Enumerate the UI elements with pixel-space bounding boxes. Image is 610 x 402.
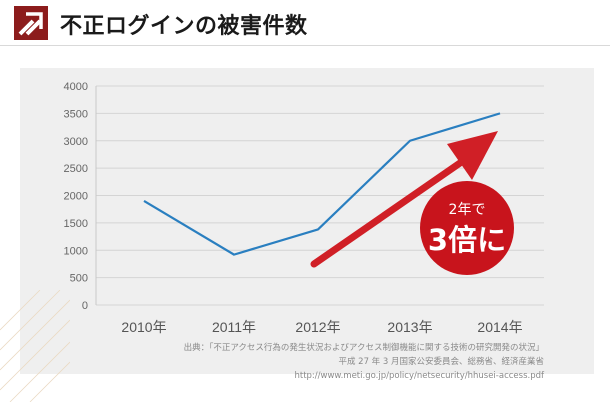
trend-arrow-shaft: [310, 159, 464, 268]
header: 不正ログインの被害件数: [0, 0, 610, 46]
y-axis-ticks: 0 500 1000 1500 2000 2500 3000 3500 4000: [64, 81, 88, 312]
x-axis-ticks: 2010年 2011年 2012年 2013年 2014年: [121, 319, 522, 335]
source-line-1: 出典：「不正アクセス行為の発生状況およびアクセス制御機能に関する技術の研究開発の…: [183, 343, 544, 353]
y-tick-label: 4000: [64, 81, 88, 93]
y-tick-label: 3000: [64, 136, 88, 148]
source-citation: 出典：「不正アクセス行為の発生状況およびアクセス制御機能に関する技術の研究開発の…: [184, 341, 544, 383]
decorative-lines: [0, 290, 70, 402]
x-tick-label: 2014年: [477, 319, 522, 335]
trend-arrow: [310, 131, 498, 268]
badge-text-line1: 2年で: [449, 202, 486, 218]
double-chevron-icon: [14, 6, 48, 40]
x-tick-label: 2011年: [212, 319, 256, 335]
y-tick-label: 1500: [64, 218, 88, 230]
y-tick-label: 0: [82, 300, 88, 312]
chart-series: [143, 112, 501, 256]
y-tick-label: 1000: [64, 245, 88, 257]
source-line-2: 平成 27 年 3 月国家公安委員会、総務省、経済産業省: [338, 357, 544, 367]
x-tick-label: 2010年: [121, 319, 166, 335]
y-tick-label: 2000: [64, 191, 88, 203]
header-divider: [0, 45, 610, 46]
badge-circle: [420, 181, 514, 275]
trend-arrow-head: [447, 131, 498, 180]
y-tick-label: 500: [70, 273, 88, 285]
y-tick-label: 2500: [64, 163, 88, 175]
x-tick-label: 2013年: [387, 319, 432, 335]
x-tick-label: 2012年: [295, 319, 340, 335]
chart-panel: 0 500 1000 1500 2000 2500 3000 3500 4000 2010年 20…: [20, 68, 594, 374]
page-title: 不正ログインの被害件数: [60, 14, 308, 39]
badge-text-line2: 3倍に: [428, 223, 506, 257]
source-line-3: http://www.meti.go.jp/policy/netsecurity…: [294, 371, 544, 381]
y-tick-label: 3500: [64, 108, 88, 120]
